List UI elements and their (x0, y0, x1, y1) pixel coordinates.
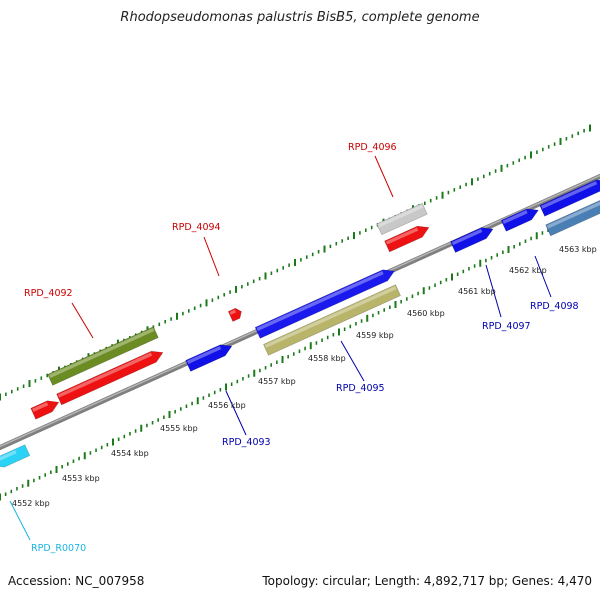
gene-rpd4098-arrow-a (500, 208, 539, 232)
gene-label[interactable]: RPD_4096 (348, 142, 397, 153)
gene-rpd4094-arrow (227, 307, 242, 322)
gene-rpd4093-arrow (185, 344, 233, 372)
callout-line (340, 340, 365, 382)
ruler-label: 4563 kbp (559, 245, 597, 254)
callout-line (534, 255, 552, 298)
gene-rpd4096-block (376, 202, 428, 236)
genome-summary-text: Topology: circular; Length: 4,892,717 bp… (262, 574, 592, 588)
ruler-label: 4552 kbp (12, 499, 50, 508)
inner-tick-track (0, 218, 566, 501)
ruler-label: 4561 kbp (458, 287, 496, 296)
ruler-label: 4554 kbp (111, 449, 149, 458)
gene-label[interactable]: RPD_4093 (222, 437, 271, 448)
gene-label[interactable]: RPD_4095 (336, 383, 385, 394)
callout-line (374, 155, 394, 198)
gene-rpd4092-block (47, 326, 159, 386)
gene-rpd4097-arrow (450, 227, 494, 253)
gene-features (0, 179, 600, 468)
ruler-label: 4559 kbp (356, 331, 394, 340)
callout-line (71, 302, 94, 339)
ruler-label: 4560 kbp (407, 309, 445, 318)
gene-small-red-arrow (30, 400, 60, 420)
gene-label[interactable]: RPD_R0070 (31, 543, 86, 554)
callout-line (203, 236, 220, 277)
gene-callout-lines (9, 155, 552, 541)
gene-rpd4092-arrow (56, 350, 164, 406)
gene-rpd4098-arrow-b (539, 179, 600, 217)
accession-text: Accession: NC_007958 (8, 574, 145, 588)
ruler-label: 4557 kbp (258, 377, 296, 386)
callout-line (485, 264, 502, 318)
ruler-label: 4556 kbp (208, 401, 246, 410)
ruler-label: 4558 kbp (308, 354, 346, 363)
gene-labels: RPD_4096 RPD_4094 RPD_4092 RPD_4095 RPD_4093… (24, 142, 579, 554)
ruler-label: 4553 kbp (62, 474, 100, 483)
gene-rpd4095-block (263, 284, 401, 356)
gene-steelblue-block (545, 195, 600, 237)
gene-label[interactable]: RPD_4092 (24, 288, 73, 299)
ruler-labels: 4552 kbp 4553 kbp 4554 kbp 4555 kbp 4556 kbp… (12, 245, 597, 508)
gene-rpd4096-arrow (384, 225, 430, 253)
gene-label[interactable]: RPD_4094 (172, 222, 221, 233)
callout-line (9, 500, 31, 541)
gene-label[interactable]: RPD_4098 (530, 301, 579, 312)
ruler-label: 4555 kbp (160, 424, 198, 433)
gene-rpd4095-arrow (254, 269, 395, 339)
gene-label[interactable]: RPD_4097 (482, 321, 531, 332)
map-title: Rhodopseudomonas palustris BisB5, comple… (120, 10, 480, 25)
ruler-label: 4562 kbp (509, 266, 547, 275)
gene-rpdr0070-arrow (0, 444, 31, 468)
callout-line (225, 390, 247, 436)
